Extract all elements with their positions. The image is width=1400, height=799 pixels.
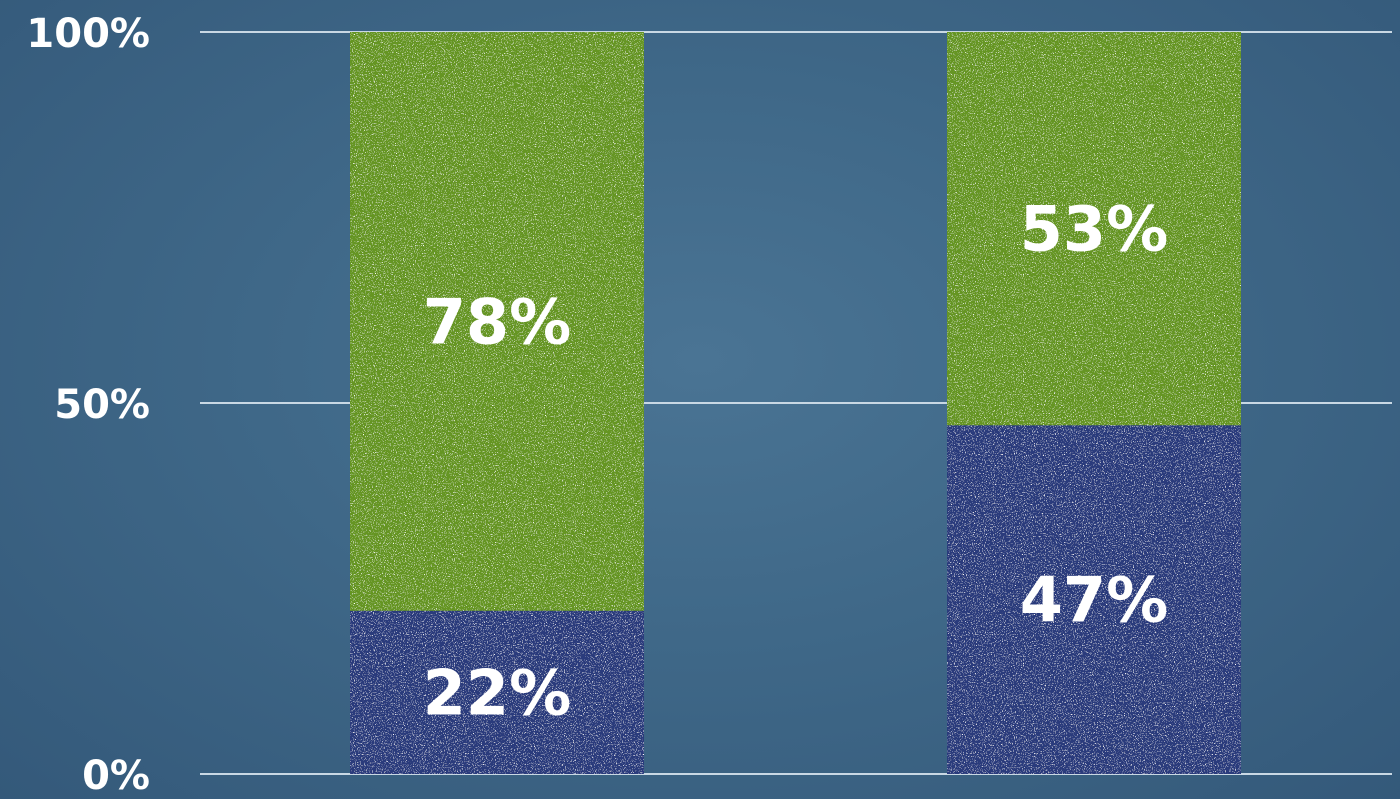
y-tick-label: 50%: [54, 382, 150, 428]
bar-segment: [350, 610, 644, 774]
bar-segment: [947, 32, 1241, 426]
data-label: 47%: [1020, 564, 1168, 637]
data-label: 53%: [1020, 193, 1168, 266]
bar-segment: [350, 32, 644, 611]
bar-segment: [947, 425, 1241, 774]
data-label: 78%: [423, 285, 571, 358]
y-tick-label: 0%: [82, 753, 150, 799]
data-label: 22%: [423, 656, 571, 729]
y-tick-label: 100%: [26, 11, 150, 57]
